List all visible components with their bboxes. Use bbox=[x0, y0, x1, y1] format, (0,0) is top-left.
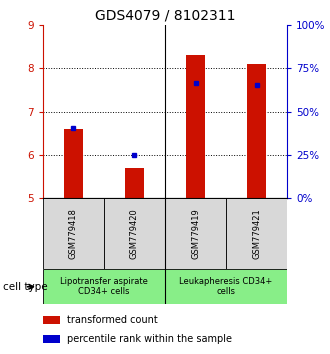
Bar bbox=[43, 316, 60, 324]
Bar bbox=[43, 198, 104, 269]
Text: GSM779418: GSM779418 bbox=[69, 208, 78, 259]
Text: GSM779421: GSM779421 bbox=[252, 208, 261, 259]
Bar bbox=[43, 269, 165, 304]
Text: Leukapheresis CD34+
cells: Leukapheresis CD34+ cells bbox=[180, 277, 273, 296]
Text: percentile rank within the sample: percentile rank within the sample bbox=[67, 334, 232, 344]
Text: cell type: cell type bbox=[3, 282, 48, 292]
Bar bbox=[226, 198, 287, 269]
Text: GSM779420: GSM779420 bbox=[130, 208, 139, 259]
Text: GDS4079 / 8102311: GDS4079 / 8102311 bbox=[95, 9, 235, 23]
Text: transformed count: transformed count bbox=[67, 315, 158, 325]
Bar bbox=[165, 269, 287, 304]
Bar bbox=[125, 168, 144, 198]
Bar bbox=[43, 335, 60, 343]
Bar bbox=[248, 64, 266, 198]
Text: GSM779419: GSM779419 bbox=[191, 208, 200, 259]
Text: Lipotransfer aspirate
CD34+ cells: Lipotransfer aspirate CD34+ cells bbox=[60, 277, 148, 296]
Bar bbox=[64, 129, 82, 198]
Bar bbox=[186, 55, 205, 198]
Bar bbox=[104, 198, 165, 269]
Bar bbox=[165, 198, 226, 269]
